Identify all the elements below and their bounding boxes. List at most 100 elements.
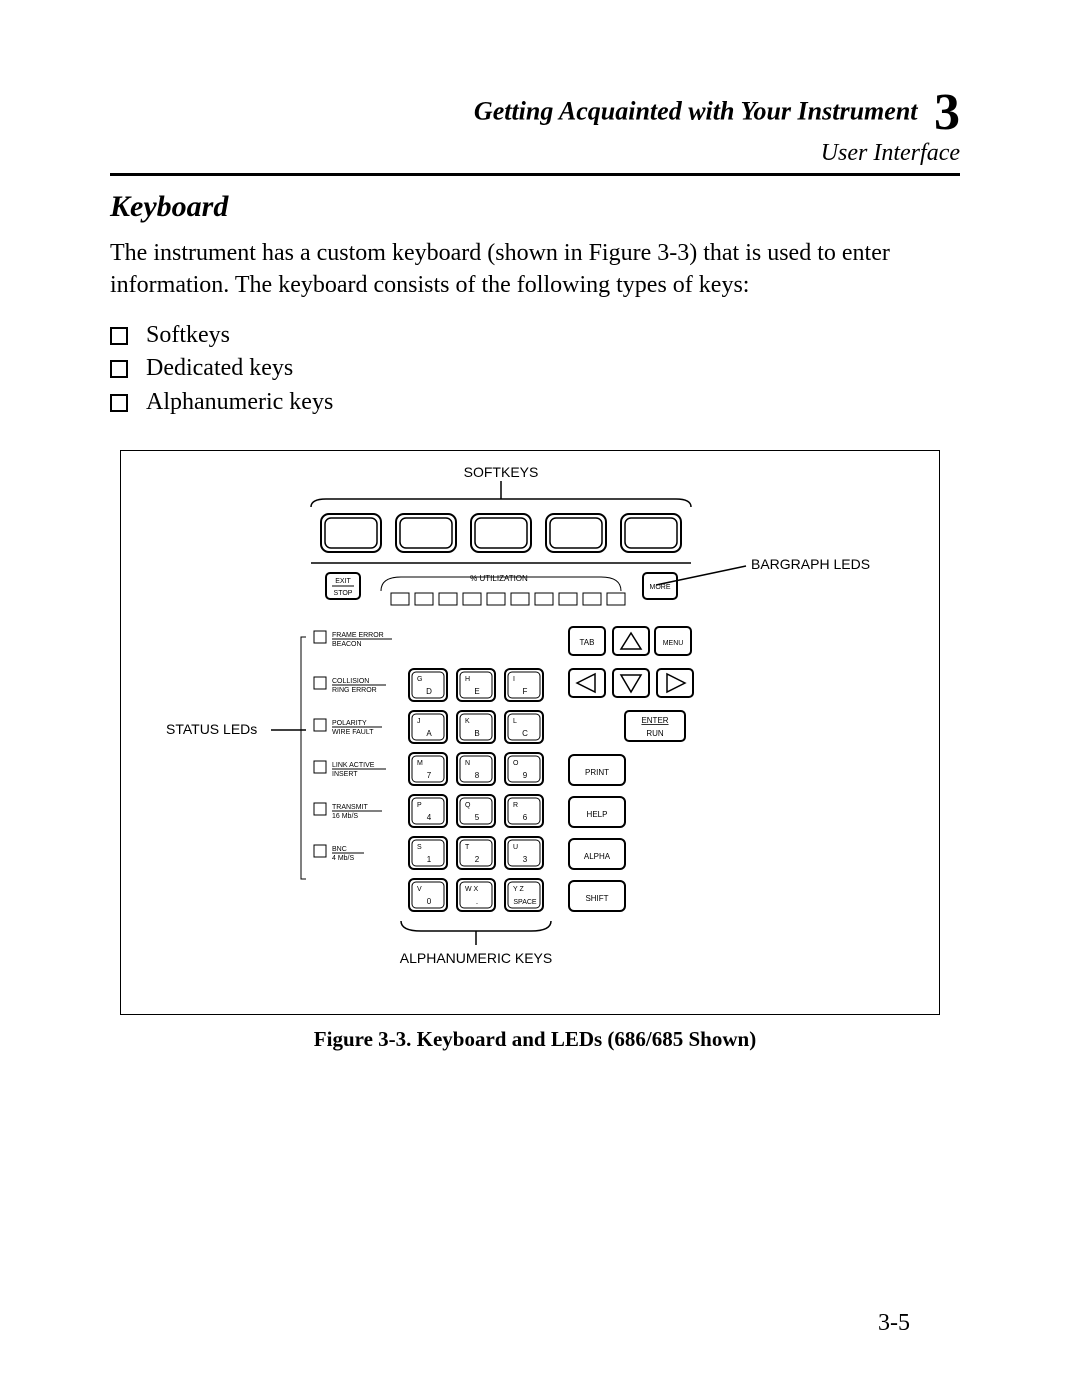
keypad-key: T2 [457, 837, 495, 869]
print-key: PRINT [569, 755, 625, 785]
svg-text:T: T [465, 844, 470, 851]
intro-paragraph: The instrument has a custom keyboard (sh… [110, 238, 960, 300]
svg-text:N: N [465, 760, 470, 767]
svg-text:2: 2 [475, 855, 480, 864]
svg-text:TAB: TAB [580, 638, 595, 647]
svg-text:5: 5 [475, 813, 480, 822]
help-key: HELP [569, 797, 625, 827]
svg-text:COLLISION: COLLISION [332, 678, 369, 685]
svg-text:D: D [426, 687, 432, 696]
svg-text:C: C [522, 729, 528, 738]
bullet-icon [110, 327, 128, 345]
svg-text:LINK ACTIVE: LINK ACTIVE [332, 762, 375, 769]
svg-text:PRINT: PRINT [585, 768, 609, 777]
keypad-key: GD [409, 669, 447, 701]
list-item: Softkeys [110, 319, 960, 353]
svg-text:H: H [465, 676, 470, 683]
svg-text:RUN: RUN [646, 729, 664, 738]
utilization-label: % UTILIZATION [470, 574, 528, 583]
alpha-key: ALPHA [569, 839, 625, 869]
svg-text:SPACE: SPACE [513, 899, 537, 906]
svg-text:F: F [523, 687, 528, 696]
up-key [613, 627, 649, 655]
keyboard-diagram: SOFTKEYS BARGRAPH LEDS % UTILIZATION [131, 459, 931, 999]
chapter-title: Getting Acquainted with Your Instrument [474, 96, 918, 125]
svg-text:A: A [426, 729, 432, 738]
bullet-text: Alphanumeric keys [146, 386, 333, 420]
svg-text:U: U [513, 844, 518, 851]
alphanumeric-keypad: GDHEIFJAKBLCM7N8O9P4Q5R6S1T2U3V0W X.Y ZS… [409, 669, 543, 911]
keypad-key: HE [457, 669, 495, 701]
keypad-key: R6 [505, 795, 543, 827]
svg-text:Y Z: Y Z [513, 886, 524, 893]
svg-text:6: 6 [523, 813, 528, 822]
svg-text:0: 0 [427, 897, 432, 906]
bullet-icon [110, 360, 128, 378]
keypad-key: U3 [505, 837, 543, 869]
status-leds-label: STATUS LEDs [166, 721, 257, 737]
svg-text:O: O [513, 760, 519, 767]
bullet-text: Softkeys [146, 319, 230, 353]
list-item: Dedicated keys [110, 352, 960, 386]
keypad-key: S1 [409, 837, 447, 869]
keypad-key: Y Z SPACE [505, 879, 543, 911]
section-heading: Keyboard [110, 190, 960, 224]
page: Getting Acquainted with Your Instrument … [0, 0, 1080, 1397]
more-key: MORE [643, 573, 677, 599]
svg-text:MORE: MORE [650, 584, 671, 591]
svg-text:B: B [474, 729, 479, 738]
svg-text:MENU: MENU [663, 640, 684, 647]
shift-key: SHIFT [569, 881, 625, 911]
list-item: Alphanumeric keys [110, 386, 960, 420]
keypad-key: IF [505, 669, 543, 701]
svg-text:G: G [417, 676, 422, 683]
svg-text:ENTER: ENTER [641, 716, 668, 725]
svg-text:TRANSMIT: TRANSMIT [332, 804, 369, 811]
svg-text:BNC: BNC [332, 846, 347, 853]
svg-text:Q: Q [465, 802, 471, 809]
figure-caption: Figure 3-3. Keyboard and LEDs (686/685 S… [110, 1027, 960, 1052]
bullet-list: Softkeys Dedicated keys Alphanumeric key… [110, 319, 960, 420]
svg-text:EXIT: EXIT [335, 578, 351, 585]
keypad-key: Q5 [457, 795, 495, 827]
bullet-icon [110, 394, 128, 412]
svg-text:INSERT: INSERT [332, 771, 358, 778]
svg-text:J: J [417, 718, 421, 725]
down-key [613, 669, 649, 697]
svg-text:7: 7 [427, 771, 432, 780]
svg-text:BEACON: BEACON [332, 641, 362, 648]
chapter-subtitle: User Interface [821, 140, 960, 166]
keypad-key: V0 [409, 879, 447, 911]
svg-text:3: 3 [523, 855, 528, 864]
svg-text:POLARITY: POLARITY [332, 720, 367, 727]
keypad-key: KB [457, 711, 495, 743]
page-header: Getting Acquainted with Your Instrument … [110, 90, 960, 167]
svg-text:4: 4 [427, 813, 432, 822]
svg-text:W X: W X [465, 886, 479, 893]
bullet-text: Dedicated keys [146, 352, 293, 386]
keypad-key: N8 [457, 753, 495, 785]
chapter-number: 3 [934, 90, 960, 137]
svg-text:K: K [465, 718, 470, 725]
keypad-key: O9 [505, 753, 543, 785]
enter-run-key: ENTER RUN [625, 711, 685, 741]
status-led-column: FRAME ERRORBEACON COLLISIONRING ERROR PO… [314, 631, 392, 862]
right-key [657, 669, 693, 697]
svg-text:HELP: HELP [587, 810, 608, 819]
svg-text:1: 1 [427, 855, 432, 864]
svg-text:I: I [513, 676, 515, 683]
svg-text:SHIFT: SHIFT [585, 894, 608, 903]
softkeys-label: SOFTKEYS [464, 464, 539, 480]
svg-text:V: V [417, 886, 422, 893]
svg-text:ALPHA: ALPHA [584, 852, 611, 861]
alphanumeric-label: ALPHANUMERIC KEYS [400, 950, 552, 966]
svg-text:S: S [417, 844, 422, 851]
svg-text:R: R [513, 802, 518, 809]
svg-text:P: P [417, 802, 422, 809]
keypad-key: JA [409, 711, 447, 743]
svg-text:FRAME ERROR: FRAME ERROR [332, 632, 384, 639]
keypad-key: W X. [457, 879, 495, 911]
page-number: 3-5 [878, 1310, 910, 1337]
header-rule [110, 173, 960, 176]
bargraph-leds-label: BARGRAPH LEDS [751, 556, 870, 572]
